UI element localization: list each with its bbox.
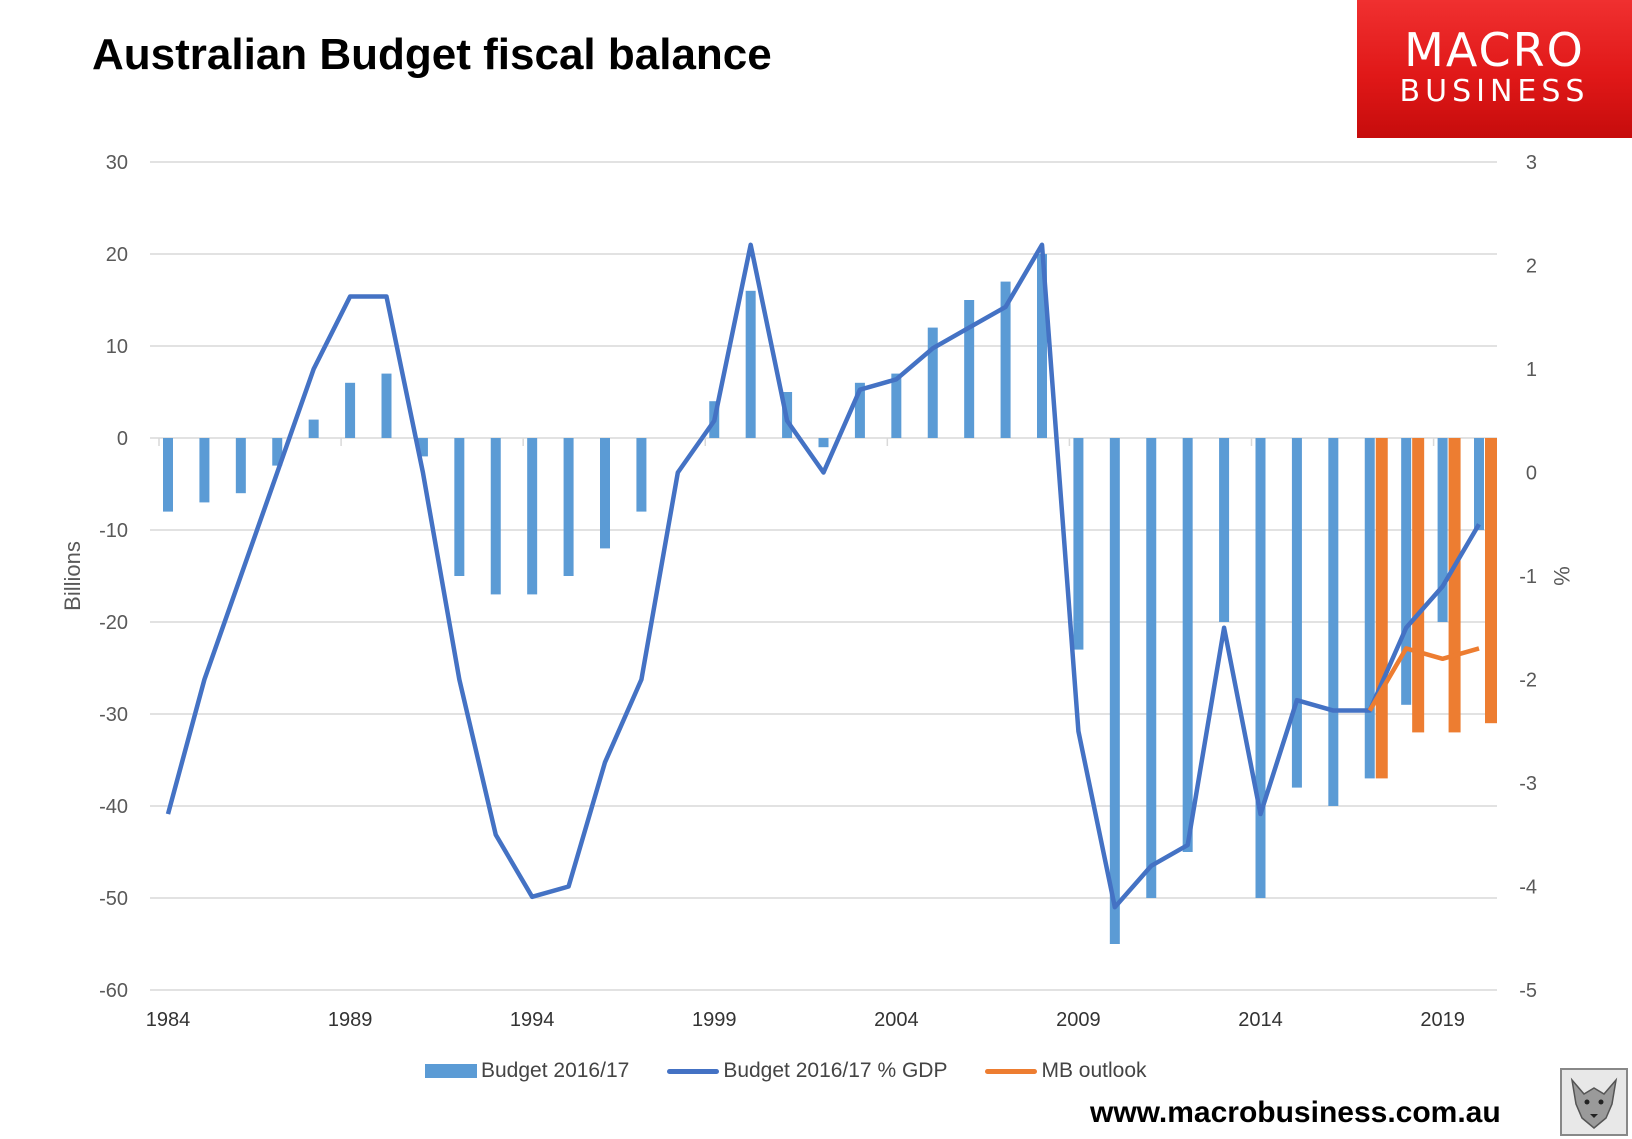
bar-budget	[1037, 254, 1047, 438]
y2-tick-label: 0	[1526, 463, 1537, 485]
legend-item-budget: Budget 2016/17	[425, 1059, 629, 1083]
bar-budget	[1182, 438, 1193, 852]
bar-mb-outlook	[1412, 438, 1425, 733]
bar-budget	[600, 438, 610, 549]
bar-budget	[1000, 281, 1011, 438]
bar-budget	[308, 419, 319, 438]
x-tick-label: 1994	[510, 1009, 555, 1031]
legend-label-gdp: Budget 2016/17 % GDP	[723, 1059, 948, 1082]
y-tick-label: 0	[117, 428, 128, 450]
legend-label-budget: Budget 2016/17	[481, 1059, 630, 1082]
line-mb-outlook	[1367, 646, 1480, 712]
x-tick-label: 2019	[1420, 1009, 1465, 1031]
y2-tick-label: -2	[1519, 670, 1537, 692]
bar-budget	[1401, 438, 1412, 705]
y2-tick-label: 3	[1526, 152, 1537, 174]
legend-swatch-mb	[985, 1068, 1038, 1074]
bar-budget	[891, 373, 902, 438]
bar-budget	[1146, 438, 1157, 898]
y2-tick-label: -5	[1519, 980, 1537, 1002]
y2-tick-label: -1	[1519, 566, 1537, 588]
legend-swatch-budget	[425, 1064, 477, 1078]
y2-tick-label: 2	[1526, 256, 1537, 278]
bar-budget	[163, 438, 173, 512]
bar-mb-outlook	[1375, 438, 1388, 779]
x-tick-label: 2004	[874, 1009, 919, 1031]
x-tick-label: 1999	[692, 1009, 737, 1031]
y-tick-label: -40	[99, 796, 128, 818]
chart-title: Australian Budget fiscal balance	[92, 30, 772, 79]
logo-line-2: BUSINESS	[1399, 74, 1590, 109]
bar-budget	[636, 438, 647, 512]
chart-legend: Budget 2016/17 Budget 2016/17 % GDP MB o…	[425, 1059, 1185, 1083]
x-tick-label: 2009	[1056, 1009, 1101, 1031]
bar-budget	[964, 300, 975, 438]
bar-budget	[345, 382, 356, 438]
bar-budget	[854, 382, 865, 438]
y-tick-label: -50	[99, 888, 128, 910]
bar-budget	[1328, 438, 1339, 806]
bar-budget	[927, 327, 938, 438]
bar-budget	[563, 438, 574, 576]
y-tick-label: 20	[106, 244, 128, 266]
footer-url[interactable]: www.macrobusiness.com.au	[1090, 1096, 1501, 1129]
bar-budget	[381, 373, 392, 438]
legend-label-mb: MB outlook	[1041, 1059, 1147, 1082]
y-tick-label: -30	[99, 704, 128, 726]
bar-budget	[1364, 438, 1375, 779]
logo-line-1: MACRO	[1404, 23, 1585, 77]
bar-budget	[1255, 438, 1266, 898]
bar-budget	[199, 438, 210, 503]
legend-swatch-gdp	[667, 1068, 720, 1074]
bar-budget	[1437, 438, 1448, 622]
y-tick-label: -60	[99, 980, 128, 1002]
bar-mb-outlook	[1485, 438, 1497, 724]
bar-budget	[1219, 438, 1230, 622]
bar-budget	[1474, 438, 1484, 530]
macrobusiness-logo: MACRO BUSINESS	[1357, 0, 1632, 138]
x-tick-label: 1984	[146, 1009, 191, 1031]
wolf-logo-icon	[1560, 1068, 1628, 1136]
y-tick-label: -10	[99, 520, 128, 542]
bar-budget	[490, 438, 501, 595]
x-tick-label: 1989	[328, 1009, 373, 1031]
y-tick-label: 10	[106, 336, 128, 358]
legend-item-mb: MB outlook	[985, 1059, 1147, 1083]
bar-budget	[745, 290, 756, 438]
bar-budget	[454, 438, 465, 576]
bar-mb-outlook	[1448, 438, 1461, 733]
y2-tick-label: -3	[1519, 773, 1537, 795]
bar-budget	[417, 438, 428, 457]
bar-budget	[1073, 438, 1084, 650]
y2-axis-label: %	[1549, 566, 1574, 586]
bar-budget	[1291, 438, 1302, 788]
bar-budget	[1109, 438, 1120, 944]
y2-tick-label: 1	[1526, 359, 1537, 381]
y-axis-label: Billions	[60, 541, 85, 611]
bar-budget	[818, 438, 829, 448]
y2-tick-label: -4	[1519, 877, 1537, 899]
line-budget-gdp	[165, 242, 1481, 910]
bar-budget	[235, 438, 246, 494]
x-tick-label: 2014	[1238, 1009, 1283, 1031]
y-tick-label: 30	[106, 152, 128, 174]
y-tick-label: -20	[99, 612, 128, 634]
legend-item-gdp: Budget 2016/17 % GDP	[667, 1059, 947, 1083]
bar-budget	[527, 438, 538, 595]
bar-budget	[272, 438, 283, 466]
